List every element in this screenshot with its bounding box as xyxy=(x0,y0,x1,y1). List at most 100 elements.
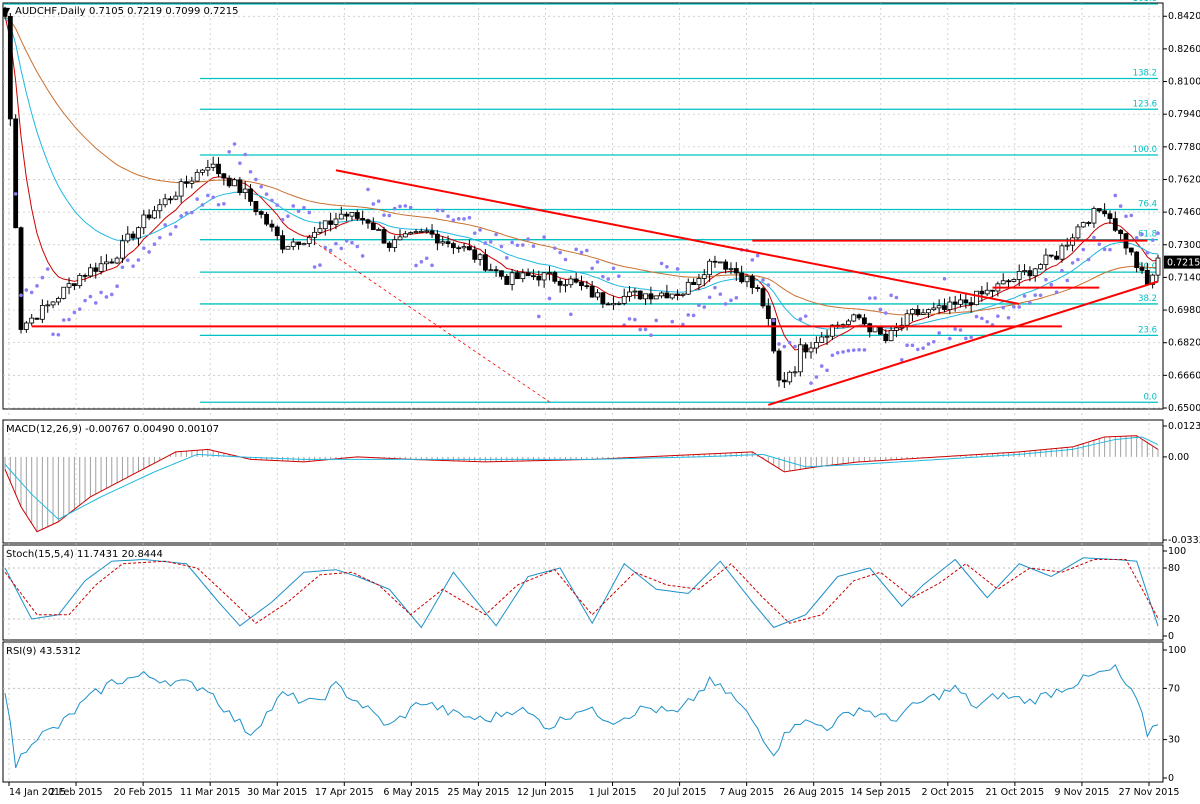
candle-body xyxy=(376,229,382,231)
x-tick-label: 30 Mar 2015 xyxy=(247,787,307,798)
sar-dot xyxy=(376,199,381,203)
sar-dot xyxy=(56,332,61,337)
candle-body xyxy=(621,295,627,304)
symbol-title: AUDCHF,Daily xyxy=(15,6,86,17)
candle-body xyxy=(136,227,141,239)
sar-dot xyxy=(787,340,792,345)
candle-body xyxy=(589,285,595,298)
sar-dot xyxy=(45,267,50,271)
candle-body xyxy=(894,327,899,331)
candle-body xyxy=(13,118,19,229)
sar-dot xyxy=(446,214,450,219)
sar-dot xyxy=(611,266,616,271)
candle-body xyxy=(467,246,472,251)
sar-dot xyxy=(451,218,456,222)
candle-body xyxy=(39,305,45,320)
sar-dot xyxy=(1044,277,1048,282)
sar-dot xyxy=(846,348,851,353)
sar-dot xyxy=(718,292,723,296)
y-tick-label: -0.03331 xyxy=(1168,535,1200,546)
candle-body xyxy=(1112,218,1118,231)
x-tick-label: 11 Mar 2015 xyxy=(180,787,240,798)
sar-dot xyxy=(948,336,952,341)
sar-dot xyxy=(1108,247,1112,252)
candle-body xyxy=(285,246,291,250)
candle-body xyxy=(2,7,8,17)
sar-dot xyxy=(19,293,23,298)
candle-body xyxy=(872,326,878,333)
candle-body xyxy=(381,229,387,244)
candle-body xyxy=(648,293,654,300)
candle-body xyxy=(141,214,147,229)
candle-body xyxy=(910,309,915,315)
candle-body xyxy=(200,169,205,173)
candle-body xyxy=(349,212,355,217)
sar-dot xyxy=(184,211,189,215)
sar-dot xyxy=(1118,204,1123,208)
sar-dot xyxy=(579,250,584,255)
sar-dot xyxy=(387,213,392,218)
candle-body xyxy=(600,292,606,305)
sar-dot xyxy=(809,381,813,385)
current-price-tag xyxy=(1164,255,1200,269)
candle-body xyxy=(338,213,344,220)
y-tick-label: 0.8100 xyxy=(1168,77,1200,88)
sar-dot xyxy=(504,256,509,260)
sar-dot xyxy=(408,205,413,210)
candle-body xyxy=(1150,274,1156,285)
fib-label: 23.6 xyxy=(1138,325,1157,335)
candle-body xyxy=(269,223,275,228)
sar-dot xyxy=(873,296,877,300)
candle-body xyxy=(979,290,985,295)
candle-body xyxy=(440,241,446,244)
candle-body xyxy=(739,272,745,283)
sar-dot xyxy=(601,274,605,279)
sar-dot xyxy=(248,169,253,174)
sar-dot xyxy=(734,296,739,300)
candle-body xyxy=(637,290,643,300)
sar-dot xyxy=(1054,290,1059,295)
parabolic-sar xyxy=(13,142,1160,385)
y-tick-label: 0 xyxy=(1168,773,1174,784)
sar-dot xyxy=(520,243,525,247)
sar-dot xyxy=(1145,250,1150,255)
macd-signal-line xyxy=(4,436,1159,520)
sar-dot xyxy=(1102,247,1107,252)
sar-dot xyxy=(131,264,135,268)
candle-body xyxy=(984,289,990,295)
candle-body xyxy=(397,236,403,241)
candle-body xyxy=(707,260,713,276)
sar-dot xyxy=(168,232,173,236)
candle-body xyxy=(354,212,360,219)
sar-dot xyxy=(862,348,867,352)
sar-dot xyxy=(424,256,429,261)
sar-dot xyxy=(958,328,963,332)
sar-dot xyxy=(1140,232,1144,237)
candle-body xyxy=(1059,245,1065,260)
x-tick-label: 17 Apr 2015 xyxy=(315,787,374,798)
trend-lines xyxy=(31,169,1159,406)
candle-body xyxy=(1096,208,1102,212)
macd-pane: 0.01239 0.00 -0.03331 xyxy=(4,421,1200,546)
candle-body xyxy=(365,219,371,224)
sar-dot xyxy=(932,339,936,344)
sar-dot xyxy=(120,265,125,270)
candle-body xyxy=(264,213,269,225)
candle-body xyxy=(114,257,120,264)
candle-body xyxy=(29,317,35,324)
sar-dot xyxy=(670,319,675,324)
candle-body xyxy=(531,275,536,278)
sar-dot xyxy=(488,240,493,244)
candle-body xyxy=(418,230,424,233)
sar-dot xyxy=(686,313,691,317)
candle-body xyxy=(493,269,499,272)
sar-dot xyxy=(889,293,893,298)
sar-dot xyxy=(339,246,344,251)
candle-body xyxy=(146,214,152,219)
sar-dot xyxy=(937,331,941,335)
sar-dot xyxy=(729,298,733,303)
candle-body xyxy=(178,181,184,197)
window-arrow-icon[interactable]: ▼ xyxy=(4,6,11,15)
stoch-d-line xyxy=(4,559,1159,624)
sar-dot xyxy=(569,312,573,317)
